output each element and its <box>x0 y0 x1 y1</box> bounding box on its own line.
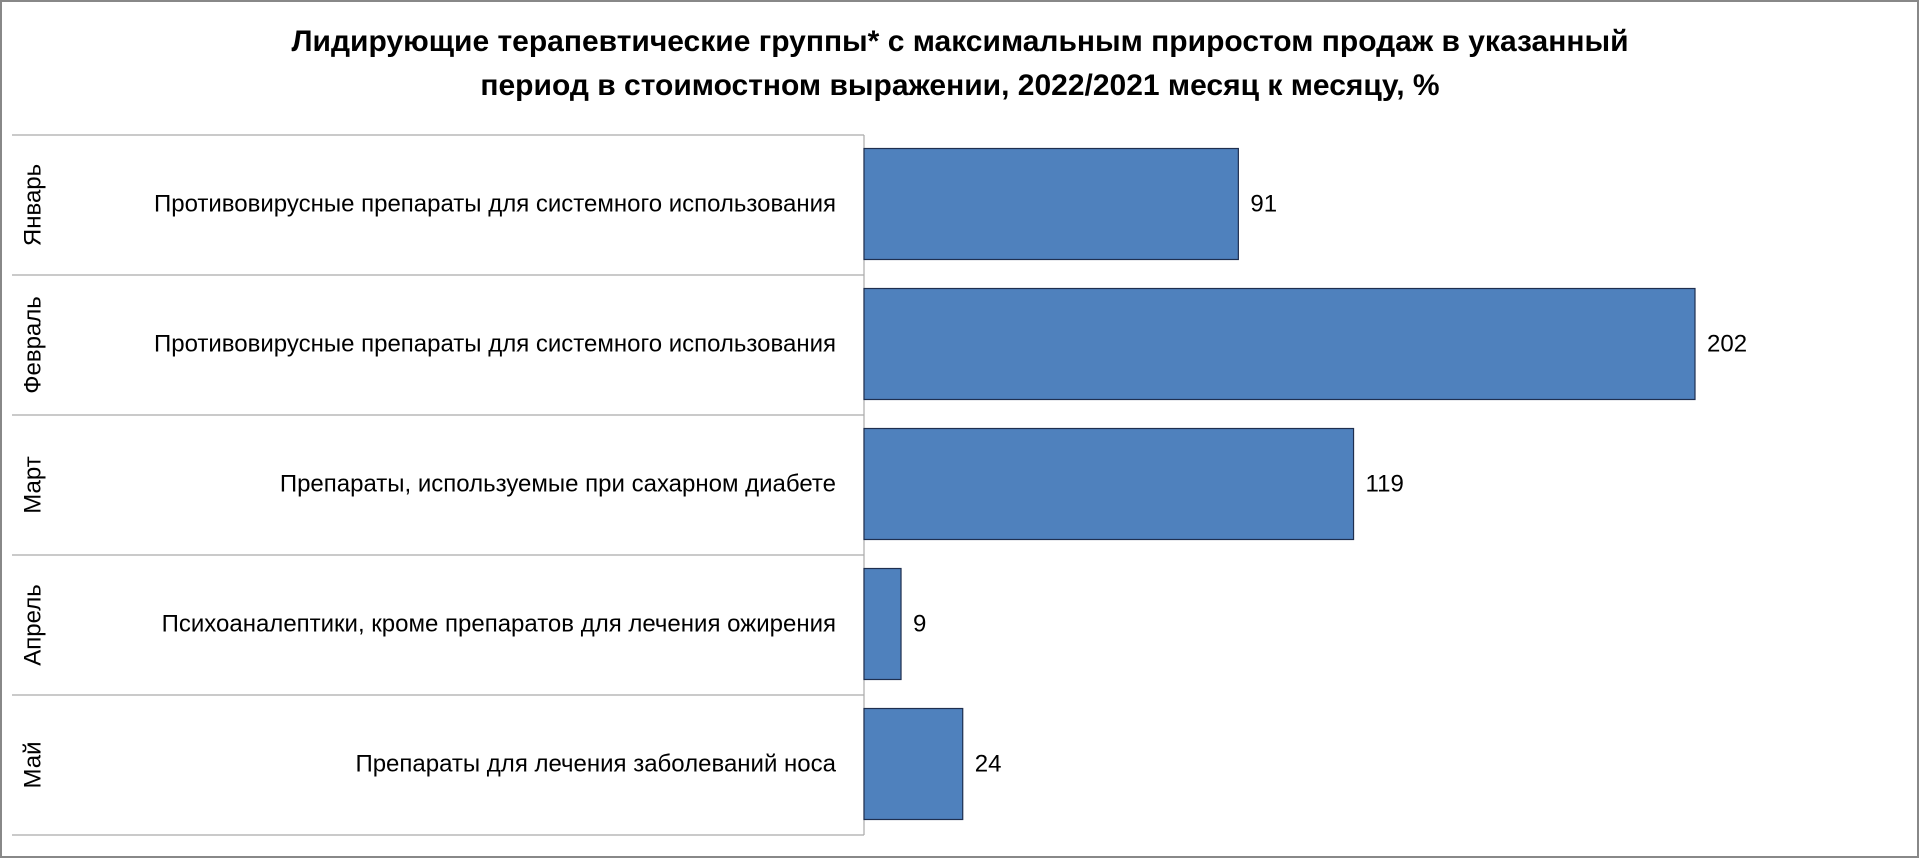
bar <box>863 567 902 681</box>
subcategory-label: Препараты для лечения заболеваний носа <box>355 750 836 777</box>
category-label: Февраль <box>19 296 46 394</box>
subcategory-label: Препараты, используемые при сахарном диа… <box>280 470 836 497</box>
bar <box>863 147 1239 261</box>
value-label: 91 <box>1250 190 1277 217</box>
chart-title: период в стоимостном выражении, 2022/202… <box>480 69 1439 102</box>
bar <box>863 707 964 821</box>
category-label: Март <box>19 456 46 513</box>
category-label: Январь <box>19 164 46 246</box>
subcategory-label: Противовирусные препараты для системного… <box>154 330 836 357</box>
value-label: 24 <box>975 750 1002 777</box>
value-label: 119 <box>1366 470 1404 497</box>
chart-title: Лидирующие терапевтические группы* с мак… <box>291 25 1628 58</box>
bar <box>863 427 1355 541</box>
subcategory-label: Психоаналептики, кроме препаратов для ле… <box>162 610 836 637</box>
category-label: Май <box>19 741 46 788</box>
value-label: 9 <box>913 610 926 637</box>
category-label: Апрель <box>19 584 46 665</box>
bar <box>863 287 1696 401</box>
subcategory-label: Противовирусные препараты для системного… <box>154 190 836 217</box>
value-label: 202 <box>1707 330 1747 357</box>
